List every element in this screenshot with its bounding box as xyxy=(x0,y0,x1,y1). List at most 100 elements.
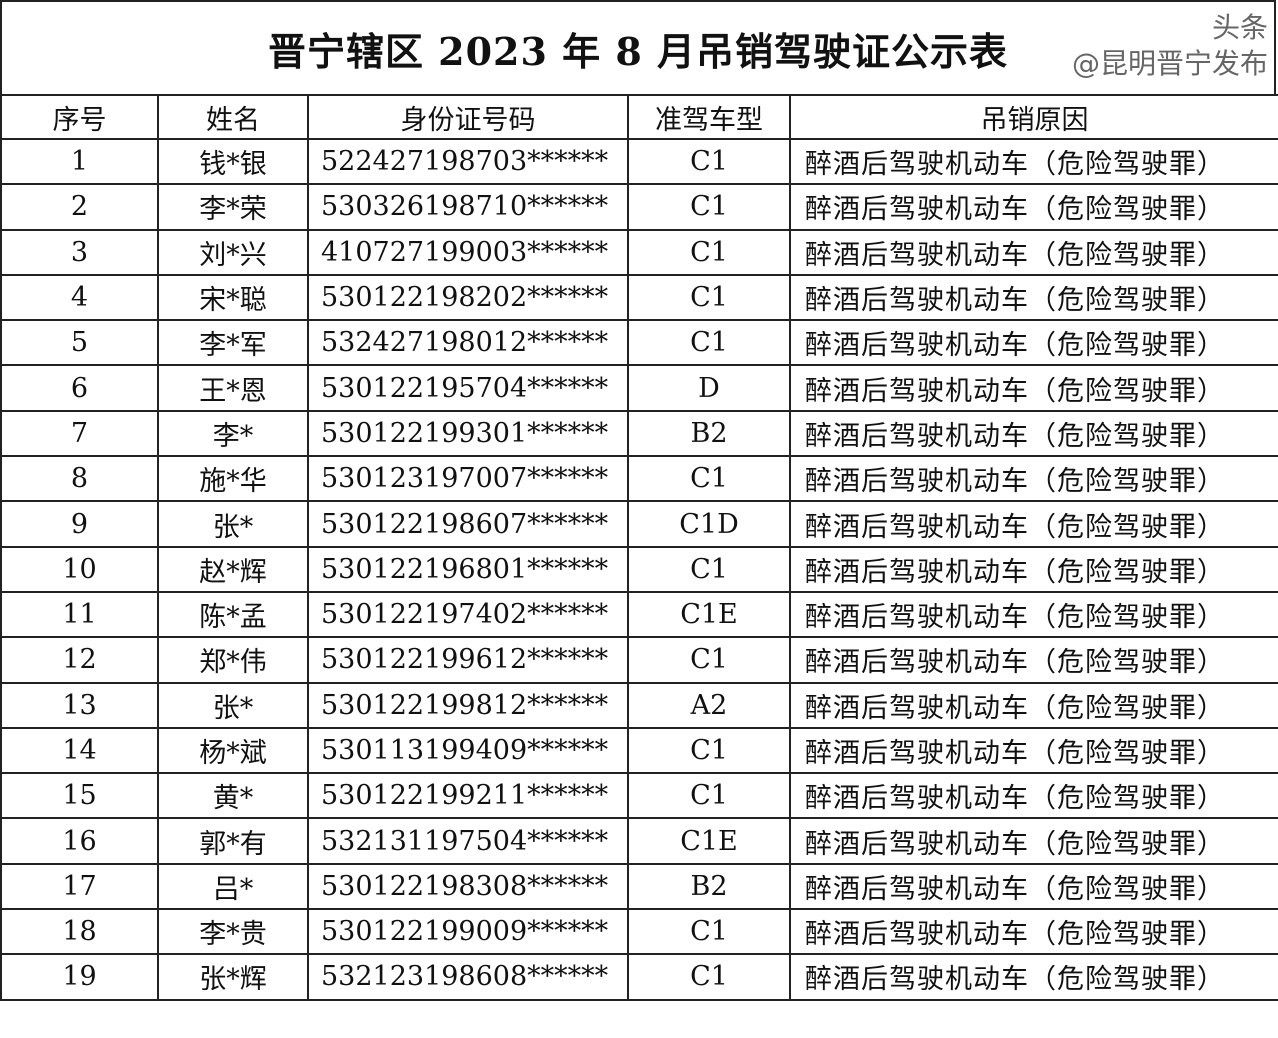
cell-name: 王*恩 xyxy=(157,364,309,412)
table-row: 10 赵*辉 530122196801****** C1 醉酒后驾驶机动车（危险驾驶罪） xyxy=(0,545,1278,593)
cell-index: 13 xyxy=(0,681,159,729)
column-header-license-class: 准驾车型 xyxy=(627,94,791,140)
cell-id-number: 530123197007****** xyxy=(307,455,629,503)
revocation-table: 序号 姓名 身份证号码 准驾车型 吊销原因 1 钱*银 522427198703**… xyxy=(0,94,1278,1001)
table-row: 2 李*荣 530326198710****** C1 醉酒后驾驶机动车（危险驾驶罪） xyxy=(0,183,1278,231)
cell-license-class: C1 xyxy=(627,319,791,367)
cell-id-number: 530122199812****** xyxy=(307,681,629,729)
cell-license-class: C1 xyxy=(627,273,791,322)
cell-id-number: 530122199009****** xyxy=(307,908,629,956)
cell-index: 2 xyxy=(0,183,159,231)
header-row: 序号 姓名 身份证号码 准驾车型 吊销原因 xyxy=(0,94,1278,140)
cell-license-class: C1 xyxy=(627,137,791,186)
page-title: 晋宁辖区 2023 年 8 月吊销驾驶证公示表 xyxy=(0,0,1276,94)
cell-reason: 醉酒后驾驶机动车（危险驾驶罪） xyxy=(789,364,1278,412)
cell-id-number: 532131197504****** xyxy=(307,817,629,865)
cell-reason: 醉酒后驾驶机动车（危险驾驶罪） xyxy=(789,319,1278,367)
cell-name: 李*贵 xyxy=(157,908,309,956)
cell-name: 李*荣 xyxy=(157,183,309,231)
column-header-index: 序号 xyxy=(0,94,159,140)
cell-reason: 醉酒后驾驶机动车（危险驾驶罪） xyxy=(789,817,1278,865)
table-row: 5 李*军 532427198012****** C1 醉酒后驾驶机动车（危险驾驶罪） xyxy=(0,319,1278,367)
cell-id-number: 530122195704****** xyxy=(307,364,629,412)
cell-reason: 醉酒后驾驶机动车（危险驾驶罪） xyxy=(789,500,1278,548)
cell-name: 施*华 xyxy=(157,455,309,503)
column-header-reason: 吊销原因 xyxy=(789,94,1278,140)
cell-reason: 醉酒后驾驶机动车（危险驾驶罪） xyxy=(789,636,1278,684)
cell-id-number: 530122199301****** xyxy=(307,409,629,458)
cell-id-number: 530122198202****** xyxy=(307,273,629,322)
cell-index: 12 xyxy=(0,636,159,684)
cell-id-number: 530122199612****** xyxy=(307,636,629,684)
cell-reason: 醉酒后驾驶机动车（危险驾驶罪） xyxy=(789,772,1278,820)
cell-name: 黄* xyxy=(157,772,309,820)
cell-reason: 醉酒后驾驶机动车（危险驾驶罪） xyxy=(789,908,1278,956)
column-header-id-number: 身份证号码 xyxy=(307,94,629,140)
cell-license-class: C1E xyxy=(627,590,791,639)
cell-name: 刘*兴 xyxy=(157,228,309,276)
cell-license-class: D xyxy=(627,364,791,412)
cell-name: 赵*辉 xyxy=(157,545,309,593)
cell-license-class: C1 xyxy=(627,545,791,593)
cell-license-class: C1 xyxy=(627,636,791,684)
cell-id-number: 530122198308****** xyxy=(307,862,629,911)
cell-index: 7 xyxy=(0,409,159,458)
cell-license-class: A2 xyxy=(627,681,791,729)
cell-id-number: 530122198607****** xyxy=(307,500,629,548)
cell-id-number: 522427198703****** xyxy=(307,137,629,186)
cell-name: 张* xyxy=(157,681,309,729)
table-row: 16 郭*有 532131197504****** C1E 醉酒后驾驶机动车（危险驾驶罪… xyxy=(0,817,1278,865)
cell-name: 杨*斌 xyxy=(157,726,309,775)
cell-license-class: B2 xyxy=(627,862,791,911)
cell-id-number: 530122196801****** xyxy=(307,545,629,593)
cell-id-number: 410727199003****** xyxy=(307,228,629,276)
cell-name: 郑*伟 xyxy=(157,636,309,684)
cell-reason: 醉酒后驾驶机动车（危险驾驶罪） xyxy=(789,273,1278,322)
cell-license-class: C1 xyxy=(627,455,791,503)
cell-id-number: 532123198608****** xyxy=(307,953,629,1001)
cell-name: 吕* xyxy=(157,862,309,911)
table-row: 17 吕* 530122198308****** B2 醉酒后驾驶机动车（危险驾驶罪） xyxy=(0,862,1278,911)
cell-name: 李*军 xyxy=(157,319,309,367)
cell-name: 郭*有 xyxy=(157,817,309,865)
cell-name: 宋*聪 xyxy=(157,273,309,322)
cell-reason: 醉酒后驾驶机动车（危险驾驶罪） xyxy=(789,590,1278,639)
table-row: 9 张* 530122198607****** C1D 醉酒后驾驶机动车（危险驾驶罪） xyxy=(0,500,1278,548)
cell-license-class: C1 xyxy=(627,726,791,775)
watermark-line: @昆明晋宁发布 xyxy=(1071,47,1268,80)
watermark-line: 头条 xyxy=(1211,11,1268,44)
column-header-name: 姓名 xyxy=(157,94,309,140)
cell-license-class: C1E xyxy=(627,817,791,865)
table-row: 12 郑*伟 530122199612****** C1 醉酒后驾驶机动车（危险驾驶罪） xyxy=(0,636,1278,684)
cell-index: 8 xyxy=(0,455,159,503)
cell-id-number: 530122197402****** xyxy=(307,590,629,639)
cell-id-number: 530122199211****** xyxy=(307,772,629,820)
cell-index: 1 xyxy=(0,137,159,186)
cell-name: 陈*孟 xyxy=(157,590,309,639)
cell-reason: 醉酒后驾驶机动车（危险驾驶罪） xyxy=(789,183,1278,231)
table-row: 11 陈*孟 530122197402****** C1E 醉酒后驾驶机动车（危险驾驶罪… xyxy=(0,590,1278,639)
table-row: 19 张*辉 532123198608****** C1 醉酒后驾驶机动车（危险驾驶罪） xyxy=(0,953,1278,1001)
table-row: 15 黄* 530122199211****** C1 醉酒后驾驶机动车（危险驾驶罪） xyxy=(0,772,1278,820)
cell-reason: 醉酒后驾驶机动车（危险驾驶罪） xyxy=(789,455,1278,503)
cell-index: 18 xyxy=(0,908,159,956)
cell-id-number: 530326198710****** xyxy=(307,183,629,231)
cell-name: 钱*银 xyxy=(157,137,309,186)
cell-index: 19 xyxy=(0,953,159,1001)
cell-reason: 醉酒后驾驶机动车（危险驾驶罪） xyxy=(789,681,1278,729)
table-row: 13 张* 530122199812****** A2 醉酒后驾驶机动车（危险驾驶罪） xyxy=(0,681,1278,729)
cell-id-number: 532427198012****** xyxy=(307,319,629,367)
cell-reason: 醉酒后驾驶机动车（危险驾驶罪） xyxy=(789,862,1278,911)
cell-index: 17 xyxy=(0,862,159,911)
cell-license-class: C1 xyxy=(627,908,791,956)
cell-name: 张* xyxy=(157,500,309,548)
cell-license-class: B2 xyxy=(627,409,791,458)
table-row: 6 王*恩 530122195704****** D 醉酒后驾驶机动车（危险驾驶罪） xyxy=(0,364,1278,412)
cell-index: 16 xyxy=(0,817,159,865)
cell-index: 10 xyxy=(0,545,159,593)
cell-license-class: C1D xyxy=(627,500,791,548)
cell-license-class: C1 xyxy=(627,953,791,1001)
cell-license-class: C1 xyxy=(627,183,791,231)
cell-id-number: 530113199409****** xyxy=(307,726,629,775)
table-row: 4 宋*聪 530122198202****** C1 醉酒后驾驶机动车（危险驾驶罪） xyxy=(0,273,1278,322)
